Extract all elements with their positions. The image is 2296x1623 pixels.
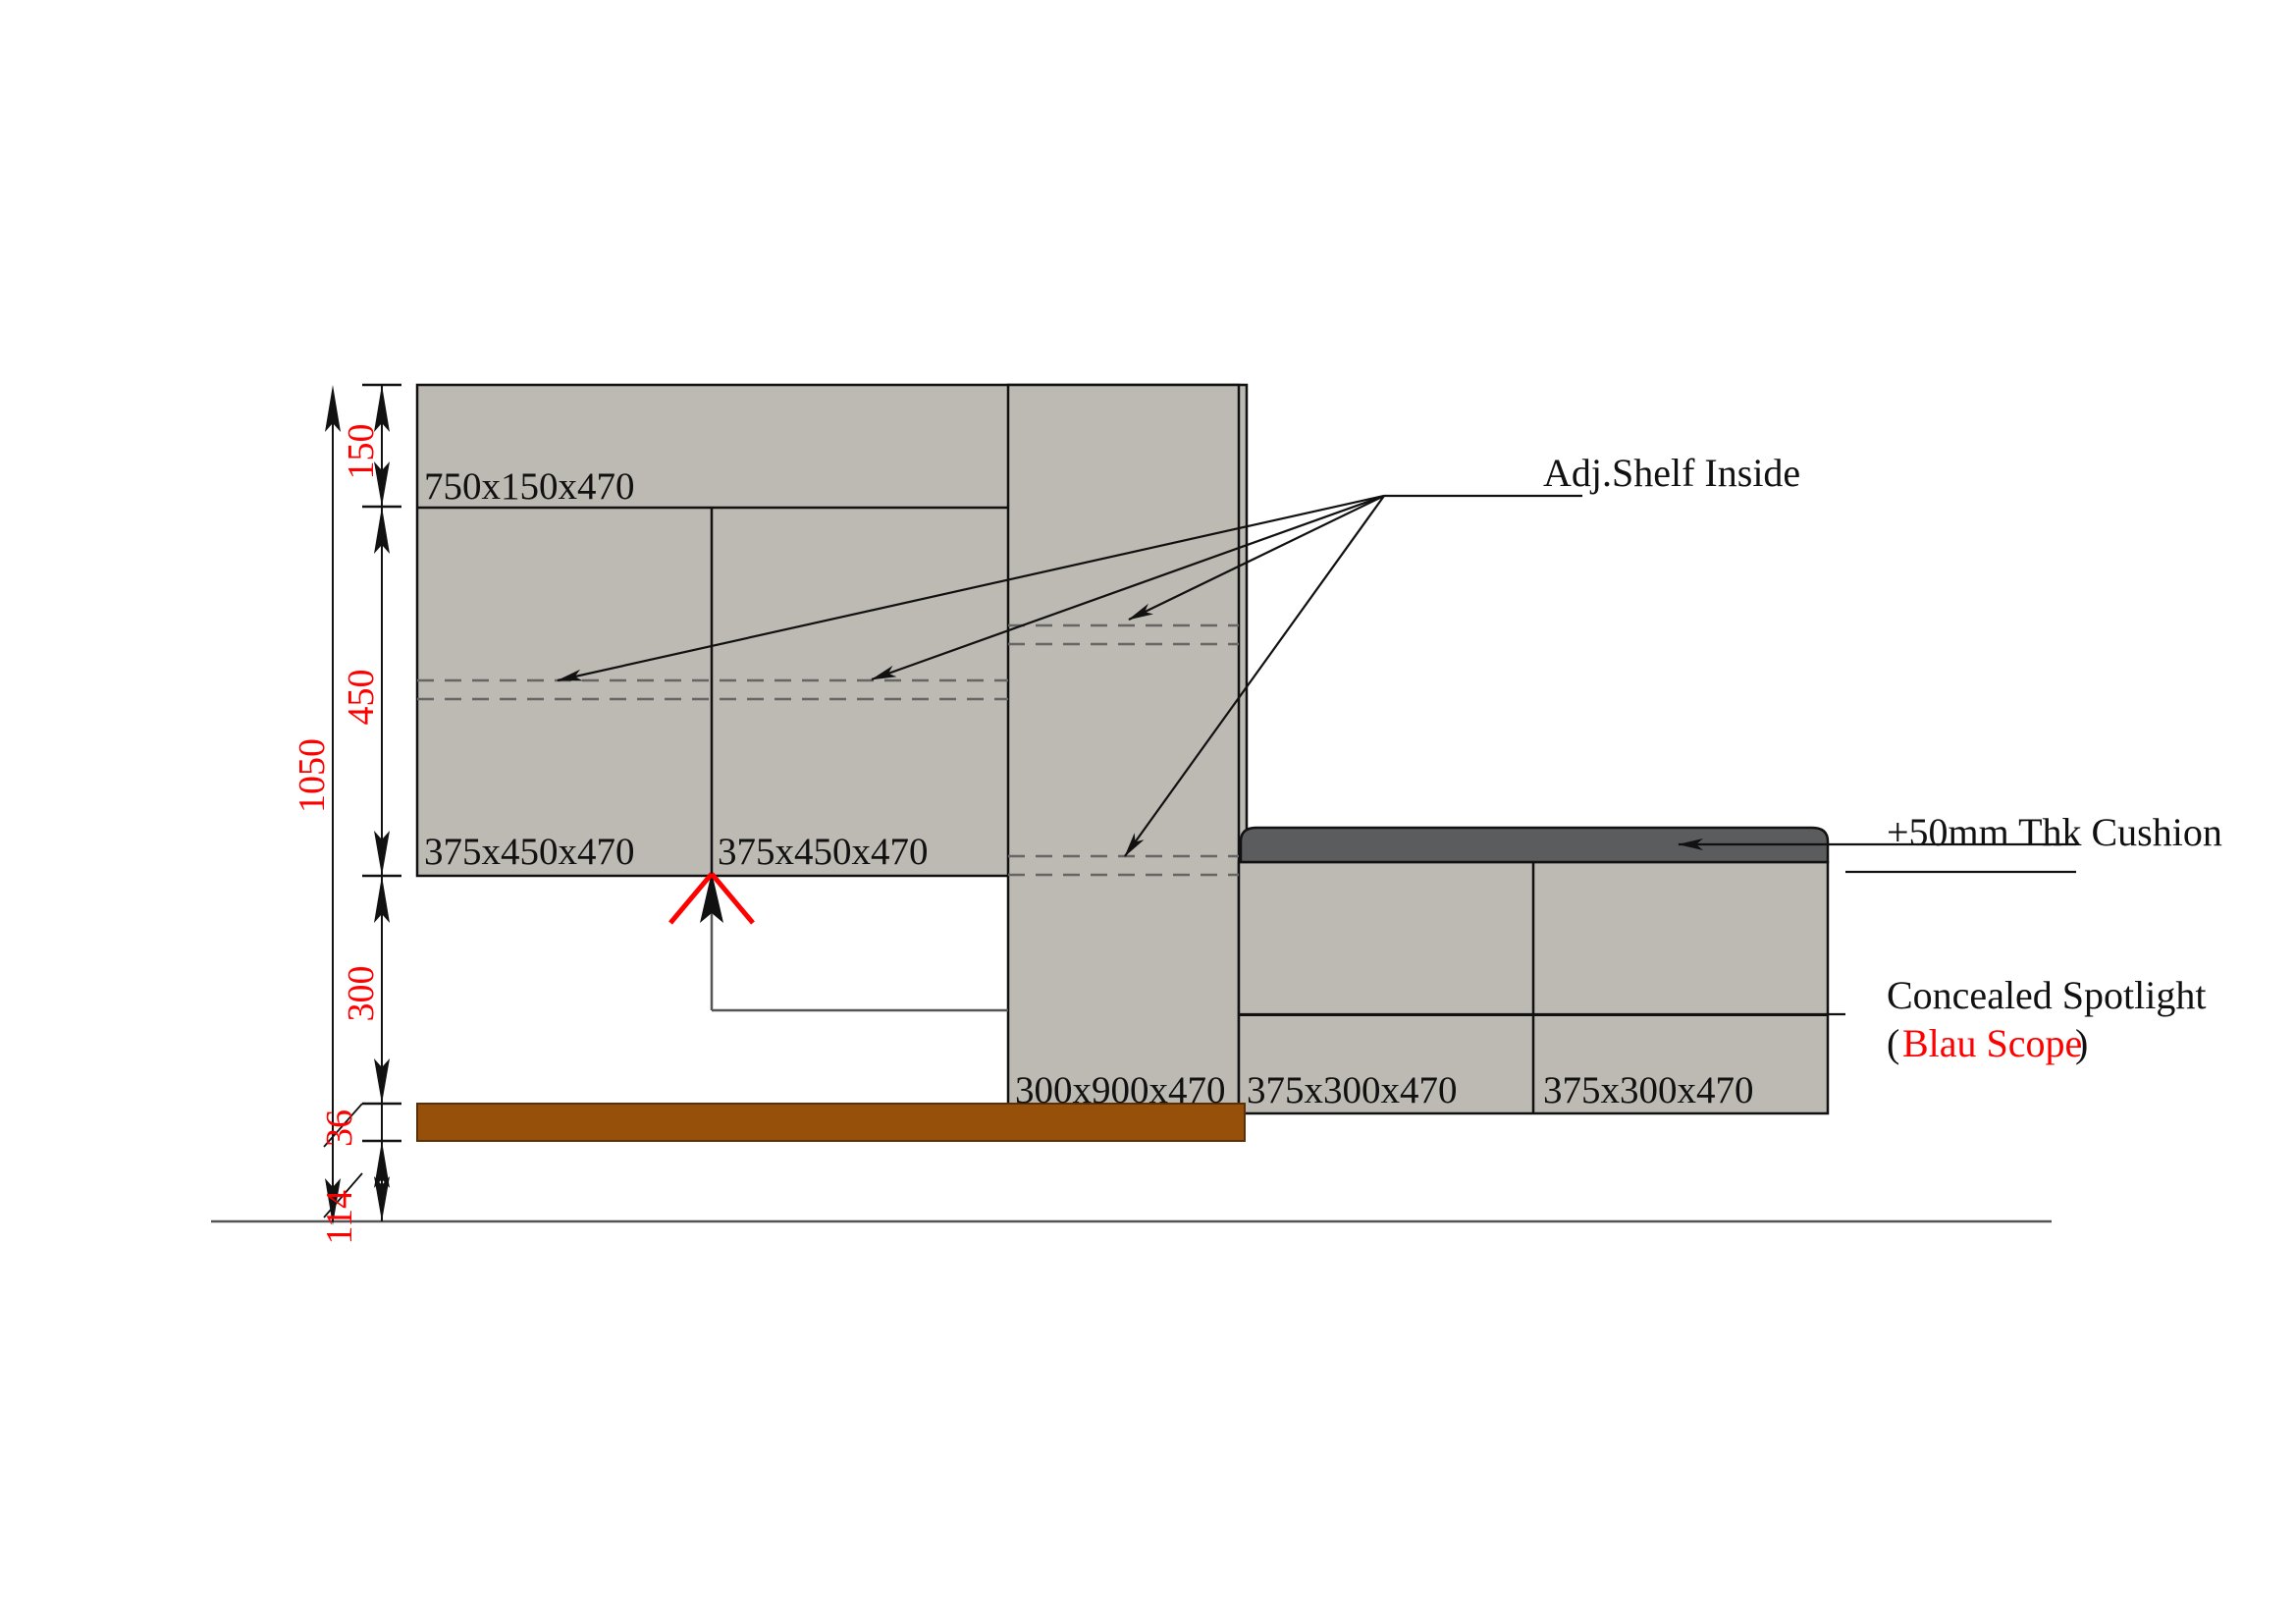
tall-cabinet-300x900 [1006,383,1241,1115]
dimension-36: 36 [319,1103,363,1148]
dimension-overall-1050: 1050 [292,385,341,1225]
unit-label-375x450x470-mid: 375x450x470 [718,831,929,873]
dim-label-1050: 1050 [292,738,333,813]
unit-label-750x150x470: 750x150x470 [424,465,635,508]
cushion-leader-line [1678,839,2076,874]
dimension-450: 450 [341,507,390,876]
paren-open: ( [1887,1021,1899,1065]
annotation-spotlight-brand-group: ( Blau Scope ) [1887,1021,2088,1065]
unit-label-375x450x470-left: 375x450x470 [424,831,635,873]
adjustable-shelf-lines [417,623,1239,877]
wooden-plinth [416,1103,1246,1142]
unit-label-300x900x470: 300x900x470 [1015,1069,1226,1111]
dimension-300: 300 [341,876,390,1104]
paren-close: ) [2075,1021,2088,1065]
annotation-spotlight: Concealed Spotlight [1887,973,2207,1017]
unit-label-375x300x470-left: 375x300x470 [1247,1069,1458,1111]
annotation-cushion: +50mm Thk Cushion [1887,810,2222,854]
dim-label-114: 114 [319,1190,360,1245]
elevation-marker [668,872,1008,1012]
annotation-adj-shelf-inside: Adj.Shelf Inside [1543,451,1800,495]
dimension-150: 150 [341,385,390,507]
dim-label-300: 300 [341,966,382,1022]
dim-label-36: 36 [319,1109,360,1147]
cushion-bar [1239,826,1830,864]
adj-shelf-leader-lines [557,494,1582,857]
dim-label-150: 150 [341,424,382,480]
annotation-spotlight-brand: Blau Scope [1902,1021,2082,1065]
dim-label-450: 450 [341,670,382,726]
unit-label-375x300x470-right: 375x300x470 [1543,1069,1754,1111]
dimension-114: 114 [319,1141,390,1245]
